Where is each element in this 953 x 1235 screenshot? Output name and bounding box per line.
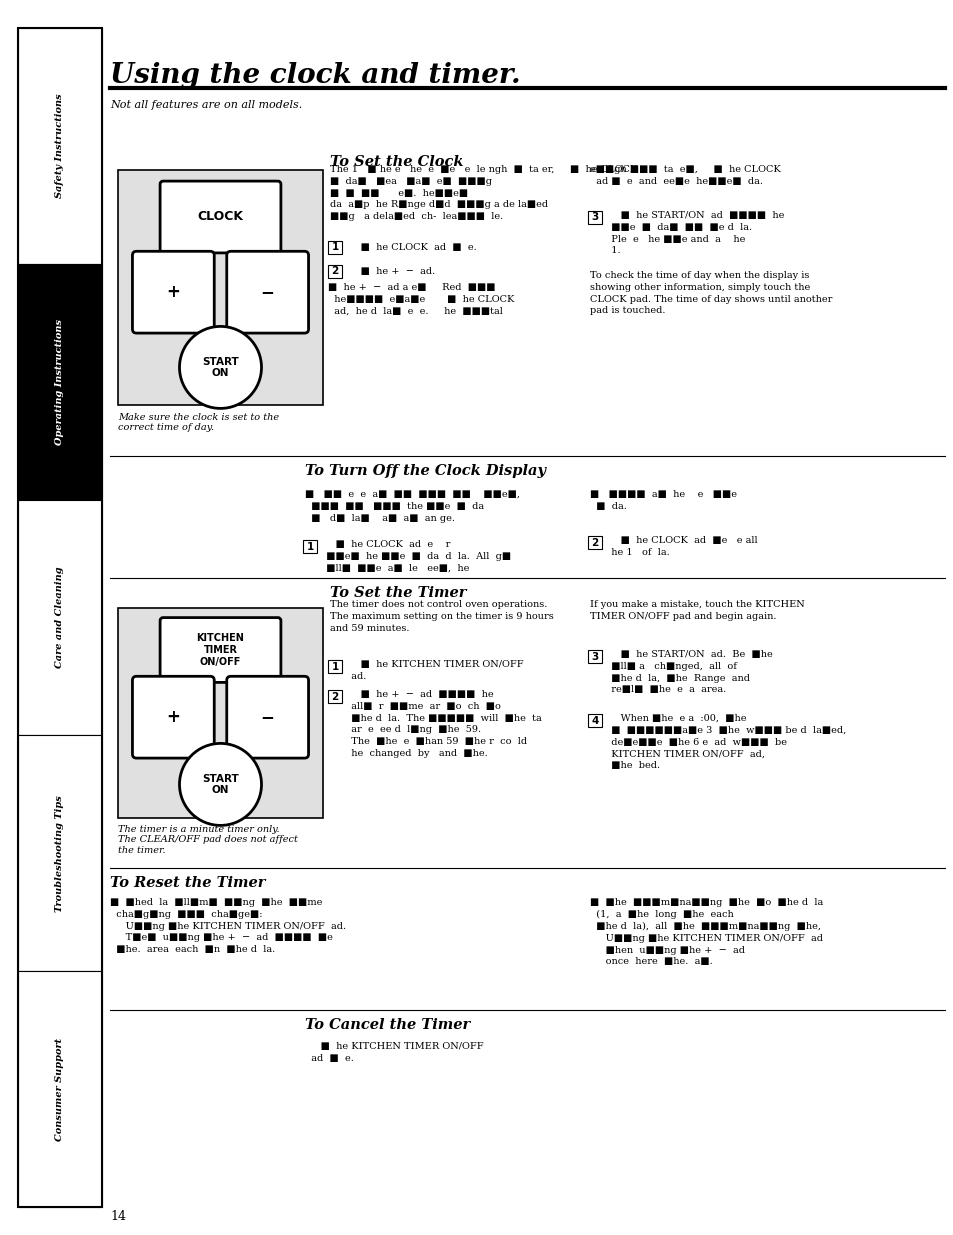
- Text: ■   ■■  e  e  a■  ■■  ■■■  ■■    ■■e■,
  ■■■  ■■   ■■■  the ■■e  ■  da
  ■   d■ : ■ ■■ e e a■ ■■ ■■■ ■■ ■■e■, ■■■ ■■ ■■■ t…: [305, 490, 519, 522]
- Text: 2: 2: [331, 267, 338, 277]
- Text: To check the time of day when the display is
showing other information, simply t: To check the time of day when the displa…: [589, 270, 832, 315]
- Bar: [118, 170, 323, 405]
- Text: START
ON: START ON: [202, 773, 238, 795]
- Text: 3: 3: [591, 212, 598, 222]
- Text: To Set the Clock: To Set the Clock: [330, 156, 463, 169]
- Text: ■  he +  −  ad  ■■■■  he
  all■  r  ■■me  ar  ■o  ch  ■o
  ■he d  la.  The ■■■■■: ■ he + − ad ■■■■ he all■ r ■■me ar ■o ch…: [345, 690, 541, 758]
- Bar: [18, 735, 102, 971]
- Text: −: −: [260, 708, 274, 726]
- Bar: [118, 608, 323, 818]
- Bar: [587, 650, 601, 663]
- Text: If you make a mistake, touch the KITCHEN
TIMER ON/OFF pad and begin again.: If you make a mistake, touch the KITCHEN…: [589, 600, 804, 621]
- Text: To Set the Timer: To Set the Timer: [330, 585, 466, 600]
- Text: ■  ■he  ■■■m■na■■ng  ■he  ■o  ■he d  la
  (1,  a  ■he  long  ■he  each
  ■he d  : ■ ■he ■■■m■na■■ng ■he ■o ■he d la (1, a …: [589, 898, 822, 966]
- Text: 2: 2: [331, 692, 338, 701]
- Text: ■  he CLOCK  ad  ■  e.: ■ he CLOCK ad ■ e.: [345, 243, 476, 252]
- Text: Not all features are on all models.: Not all features are on all models.: [110, 100, 302, 110]
- FancyBboxPatch shape: [132, 677, 214, 758]
- Text: ■  he START/ON  ad  ■■■■  he
  ■■e  ■  da■  ■■  ■e d  la.
  Ple  e   he ■■e and : ■ he START/ON ad ■■■■ he ■■e ■ da■ ■■ ■e…: [604, 211, 783, 256]
- Text: 2: 2: [591, 537, 598, 547]
- Text: To Turn Off the Clock Display: To Turn Off the Clock Display: [305, 464, 545, 478]
- Bar: [587, 536, 601, 550]
- Text: ■  he +  −  ad.: ■ he + − ad.: [345, 267, 435, 275]
- Bar: [18, 500, 102, 735]
- Text: CLOCK: CLOCK: [197, 210, 243, 224]
- Text: 4: 4: [591, 715, 598, 725]
- Text: START
ON: START ON: [202, 357, 238, 378]
- Text: ■  ■hed  la  ■ll■m■  ■■ng  ■he  ■■me
  cha■g■ng  ■■■  cha■ge■:
     U■■ng ■he KI: ■ ■hed la ■ll■m■ ■■ng ■he ■■me cha■g■ng …: [110, 898, 346, 955]
- Text: Safety Instructions: Safety Instructions: [55, 94, 65, 198]
- Text: 1: 1: [306, 541, 314, 552]
- FancyBboxPatch shape: [227, 251, 308, 333]
- Text: Using the clock and timer.: Using the clock and timer.: [110, 62, 520, 89]
- Text: 3: 3: [591, 652, 598, 662]
- Text: ■  he CLOCK  ad  e    r
  ■■e■  he ■■e  ■  da  d  la.  All  g■
  ■ll■  ■■e  a■  : ■ he CLOCK ad e r ■■e■ he ■■e ■ da d la.…: [319, 540, 511, 573]
- FancyBboxPatch shape: [160, 618, 280, 683]
- Text: KITCHEN
TIMER
ON/OFF: KITCHEN TIMER ON/OFF: [196, 634, 244, 667]
- Text: Troubleshooting Tips: Troubleshooting Tips: [55, 795, 65, 911]
- Text: Make sure the clock is set to the
correct time of day.: Make sure the clock is set to the correc…: [118, 412, 279, 432]
- Text: ■  he KITCHEN TIMER ON/OFF
  ad.: ■ he KITCHEN TIMER ON/OFF ad.: [345, 659, 523, 680]
- Text: Consumer Support: Consumer Support: [55, 1037, 65, 1141]
- Text: The 1   ■ he e   he  e  ■e   e  le ngh  ■  ta er,     ■  he CLOCK
■  da■   ■ea  : The 1 ■ he e he e ■e e le ngh ■ ta er, ■…: [330, 165, 637, 221]
- Bar: [328, 266, 341, 278]
- Text: ■  he +  −  ad a e■     Red  ■■■
  he■■■■  e■a■e       ■  he CLOCK
  ad,  he d  : ■ he + − ad a e■ Red ■■■ he■■■■ e■a■e ■ …: [328, 283, 514, 316]
- Bar: [587, 714, 601, 727]
- Bar: [18, 28, 102, 264]
- Bar: [587, 211, 601, 224]
- Text: The timer is a minute timer only.
The CLEAR/OFF pad does not affect
the timer.: The timer is a minute timer only. The CL…: [118, 825, 297, 855]
- Circle shape: [179, 326, 261, 409]
- Text: +: +: [166, 283, 180, 301]
- Text: −: −: [260, 283, 274, 301]
- Text: Care and Cleaning: Care and Cleaning: [55, 567, 65, 668]
- Bar: [303, 540, 316, 553]
- Bar: [18, 28, 102, 1207]
- Text: ■  he CLOCK  ad  ■e   e all
  he 1   of  la.: ■ he CLOCK ad ■e e all he 1 of la.: [604, 536, 757, 557]
- Text: To Reset the Timer: To Reset the Timer: [110, 876, 265, 890]
- Bar: [18, 264, 102, 500]
- Text: The timer does not control oven operations.
The maximum setting on the timer is : The timer does not control oven operatio…: [330, 600, 553, 632]
- Bar: [328, 659, 341, 673]
- FancyBboxPatch shape: [132, 251, 214, 333]
- FancyBboxPatch shape: [160, 182, 280, 253]
- Text: 14: 14: [110, 1210, 126, 1223]
- Text: +: +: [166, 708, 180, 726]
- Text: 1: 1: [331, 662, 338, 672]
- Text: When ■he  e a  :00,  ■he
  ■  ■■■■■■a■e 3  ■he  w■■■ be d  la■ed,
  de■e■■e  ■he: When ■he e a :00, ■he ■ ■■■■■■a■e 3 ■he …: [604, 714, 845, 771]
- Text: ■  he START/ON  ad.  Be  ■he
  ■ll■ a   ch■nged,  all  of
  ■he d  la,  ■he  Ran: ■ he START/ON ad. Be ■he ■ll■ a ch■nged,…: [604, 650, 772, 694]
- Text: ■   ■■■■  a■  he    e   ■■e
  ■  da.: ■ ■■■■ a■ he e ■■e ■ da.: [589, 490, 737, 511]
- Text: Operating Instructions: Operating Instructions: [55, 319, 65, 445]
- Bar: [18, 971, 102, 1207]
- Bar: [328, 690, 341, 703]
- Circle shape: [179, 743, 261, 825]
- Text: 1: 1: [331, 242, 338, 252]
- FancyBboxPatch shape: [227, 677, 308, 758]
- Bar: [328, 241, 341, 254]
- Text: e■■gh ■■■  ta  e■,     ■  he CLOCK
  ad ■  e  and  ee■e  he■■e■  da.: e■■gh ■■■ ta e■, ■ he CLOCK ad ■ e and e…: [589, 165, 780, 185]
- Text: ■  he KITCHEN TIMER ON/OFF
  ad  ■  e.: ■ he KITCHEN TIMER ON/OFF ad ■ e.: [305, 1042, 483, 1063]
- Text: To Cancel the Timer: To Cancel the Timer: [305, 1018, 470, 1032]
